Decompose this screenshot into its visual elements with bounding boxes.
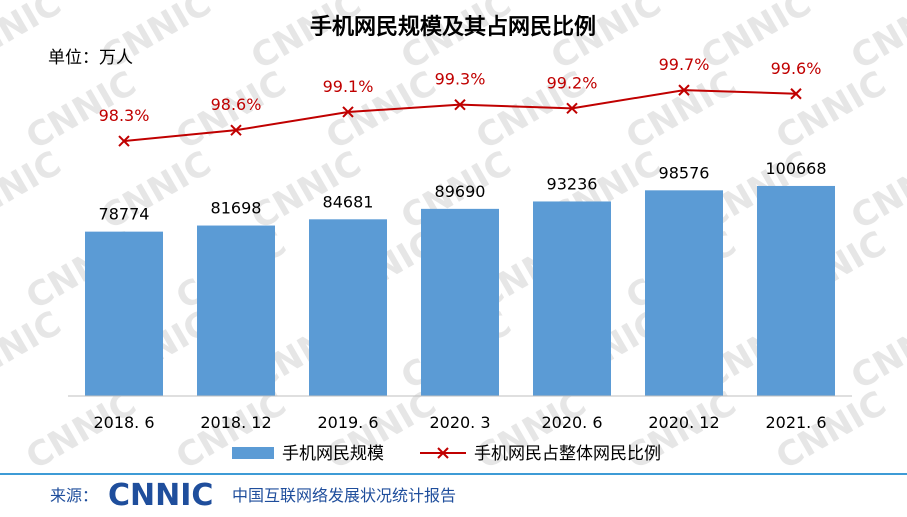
watermark-28: CNNIC [0, 303, 68, 397]
footer-org-name: 中国互联网络发展状况统计报告 [232, 486, 456, 505]
pct-marker-4 [566, 102, 578, 115]
x-tick-label-0: 2018. 6 [93, 413, 154, 432]
bar-5 [645, 190, 723, 396]
pct-marker-6 [790, 88, 802, 100]
x-tick-label-2: 2019. 6 [317, 413, 378, 432]
line-layer [118, 84, 802, 147]
bar-0 [85, 231, 163, 396]
x-tick-label-3: 2020. 3 [429, 413, 490, 432]
bars-layer [85, 185, 835, 396]
bar-3 [421, 208, 499, 396]
watermark-20: CNNIC [845, 143, 907, 237]
legend-line-label: 手机网民占整体网民比例 [474, 444, 661, 464]
pct-label-0: 98.3% [99, 106, 150, 125]
chart-title: 手机网民规模及其占网民比例 [310, 15, 596, 40]
bar-1 [197, 225, 275, 396]
pct-label-5: 99.7% [659, 55, 710, 74]
chart-legend: 手机网民规模 手机网民占整体网民比例 [232, 444, 661, 464]
legend-bar-label: 手机网民规模 [282, 444, 384, 464]
bar-4 [533, 201, 611, 396]
pct-marker-0 [118, 135, 130, 147]
x-tick-label-4: 2020. 6 [541, 413, 602, 432]
unit-label: 单位：万人 [48, 48, 133, 68]
pct-marker-5 [678, 84, 690, 96]
bar-value-label-2: 84681 [323, 192, 374, 211]
watermark-11: CNNIC [620, 63, 743, 157]
pct-label-1: 98.6% [211, 95, 262, 114]
pct-label-3: 99.3% [435, 70, 486, 89]
pct-marker-1 [230, 124, 242, 136]
x-tick-label-1: 2018. 12 [200, 413, 271, 432]
bar-6 [757, 185, 835, 396]
watermark-14: CNNIC [0, 143, 68, 237]
bar-2 [309, 219, 387, 396]
legend-line-marker-icon [437, 447, 449, 459]
bar-value-label-6: 100668 [765, 159, 826, 178]
bar-value-label-1: 81698 [211, 199, 262, 218]
pct-label-6: 99.6% [771, 59, 822, 78]
pct-labels-layer: 98.3% 98.6% 99.1% 99.3% 99.2% 99.7% 99.6% [99, 55, 822, 125]
pct-label-2: 99.1% [323, 77, 374, 96]
x-tick-labels: 2018. 6 2018. 12 2019. 6 2020. 3 2020. 6 2020… [93, 413, 826, 432]
bar-value-label-4: 93236 [547, 174, 598, 193]
bar-value-label-5: 98576 [659, 163, 710, 182]
bar-value-label-3: 89690 [435, 182, 486, 201]
watermark-34: CNNIC [845, 303, 907, 397]
footer-source-label: 来源： [50, 486, 98, 505]
pct-marker-3 [454, 98, 466, 111]
legend-bar-swatch [232, 447, 274, 459]
pct-label-4: 99.2% [547, 73, 598, 92]
bar-value-label-0: 78774 [99, 205, 150, 224]
pct-marker-2 [342, 106, 354, 118]
x-tick-label-6: 2021. 6 [765, 413, 826, 432]
bar-labels-layer: 78774 81698 84681 89690 93236 98576 100668 [99, 159, 827, 224]
footer-logo: CNNIC [108, 478, 213, 513]
x-tick-label-5: 2020. 12 [648, 413, 719, 432]
watermark-6: CNNIC [845, 0, 907, 78]
